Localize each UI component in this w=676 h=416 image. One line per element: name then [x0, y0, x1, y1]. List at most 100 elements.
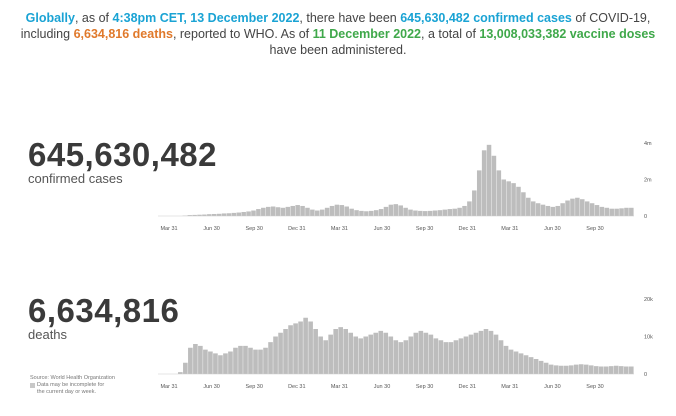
bar [369, 210, 374, 216]
bar [300, 205, 305, 216]
bar [178, 372, 183, 375]
x-tick-label: Jun 30 [203, 226, 220, 232]
bar [275, 207, 281, 216]
x-tick-label: Sep 30 [416, 384, 433, 390]
bar [486, 144, 492, 216]
bar [203, 349, 208, 375]
bar [588, 365, 594, 375]
bar [348, 332, 354, 374]
bar [208, 351, 213, 374]
x-tick-label: Mar 31 [501, 384, 518, 390]
bar [481, 150, 487, 216]
bar [328, 334, 333, 375]
bar [553, 365, 559, 375]
bar [246, 211, 251, 216]
bar [498, 340, 504, 374]
bar [575, 197, 580, 216]
bar [418, 330, 424, 375]
bar [308, 321, 313, 374]
bar [323, 340, 328, 374]
bar [403, 340, 409, 374]
bar [273, 336, 278, 374]
bar [472, 190, 477, 216]
bar [265, 206, 271, 217]
bar [373, 332, 379, 374]
bar [476, 170, 482, 217]
bar [422, 211, 428, 216]
bar [560, 203, 565, 216]
bar [305, 207, 310, 216]
deaths-total: 6,634,816 [28, 292, 180, 329]
bar [193, 344, 198, 374]
x-tick-label: Dec 31 [288, 384, 305, 390]
bar [364, 211, 369, 216]
bar [363, 336, 369, 374]
bar [233, 347, 238, 374]
bar [198, 345, 203, 375]
x-tick-label: Sep 30 [416, 226, 433, 232]
bar [358, 338, 364, 375]
bar [598, 366, 604, 374]
bar [334, 204, 340, 216]
bar [192, 214, 197, 216]
summary-globally: Globally [25, 11, 75, 25]
bar [583, 364, 589, 375]
bar [378, 330, 384, 375]
bar [535, 203, 541, 216]
summary-text: , there have been [299, 11, 401, 25]
y-tick-label: 0 [644, 214, 647, 220]
bar [226, 213, 232, 216]
bar [278, 332, 283, 374]
x-tick-label: Jun 30 [374, 226, 391, 232]
x-tick-label: Mar 31 [501, 226, 518, 232]
bar [573, 364, 579, 375]
incomplete-data-note: Data may be incomplete for the current d… [37, 382, 105, 395]
bar [501, 179, 507, 216]
bar [197, 214, 202, 216]
bar [338, 327, 343, 375]
global-summary: Globally, as of 4:38pm CET, 13 December … [20, 10, 656, 58]
bar [216, 213, 222, 216]
bar [268, 342, 273, 375]
bar [468, 334, 474, 375]
x-tick-label: Dec 31 [458, 384, 475, 390]
bar [433, 338, 439, 375]
cases-label: confirmed cases [28, 171, 123, 186]
y-tick-label: 4m [644, 141, 652, 147]
source-note: Source: World Health Organization Data m… [30, 375, 115, 396]
bar [258, 349, 263, 375]
cases-chart[interactable]: Mar 31 Jun 30 Sep 30 Dec 31 Mar 31 Jun 30 Sep … [0, 140, 676, 235]
summary-text: including [20, 27, 74, 41]
bar [202, 214, 207, 216]
bar [183, 362, 188, 374]
bar [261, 207, 266, 216]
bar [448, 342, 454, 375]
bar [570, 198, 575, 216]
bar [398, 205, 403, 216]
cases-total: 645,630,482 [28, 136, 218, 173]
bar [526, 197, 531, 216]
bar [427, 210, 433, 216]
bar [533, 359, 539, 374]
bar [453, 340, 459, 374]
bar [398, 342, 404, 375]
summary-timestamp: 4:38pm CET, 13 December 2022 [112, 11, 300, 25]
summary-vaccine-doses: 13,008,033,382 vaccine doses [479, 27, 656, 41]
bar [288, 325, 293, 374]
bar [458, 338, 464, 375]
deaths-chart[interactable]: Mar 31 Jun 30 Sep 30 Dec 31 Mar 31 Jun 30 Sep … [0, 292, 676, 392]
bar [207, 214, 212, 216]
bar [528, 357, 534, 375]
bar [256, 209, 261, 216]
bar [624, 207, 629, 216]
bar [491, 155, 497, 216]
bar [584, 201, 590, 216]
bar [530, 201, 536, 216]
bar [231, 212, 237, 216]
bar [295, 205, 300, 216]
summary-confirmed-cases: 645,630,482 confirmed cases [400, 11, 572, 25]
bar [478, 330, 484, 375]
x-tick-label: Mar 31 [331, 226, 348, 232]
summary-text: of COVID-19, [571, 11, 651, 25]
x-tick-label: Jun 30 [374, 384, 391, 390]
